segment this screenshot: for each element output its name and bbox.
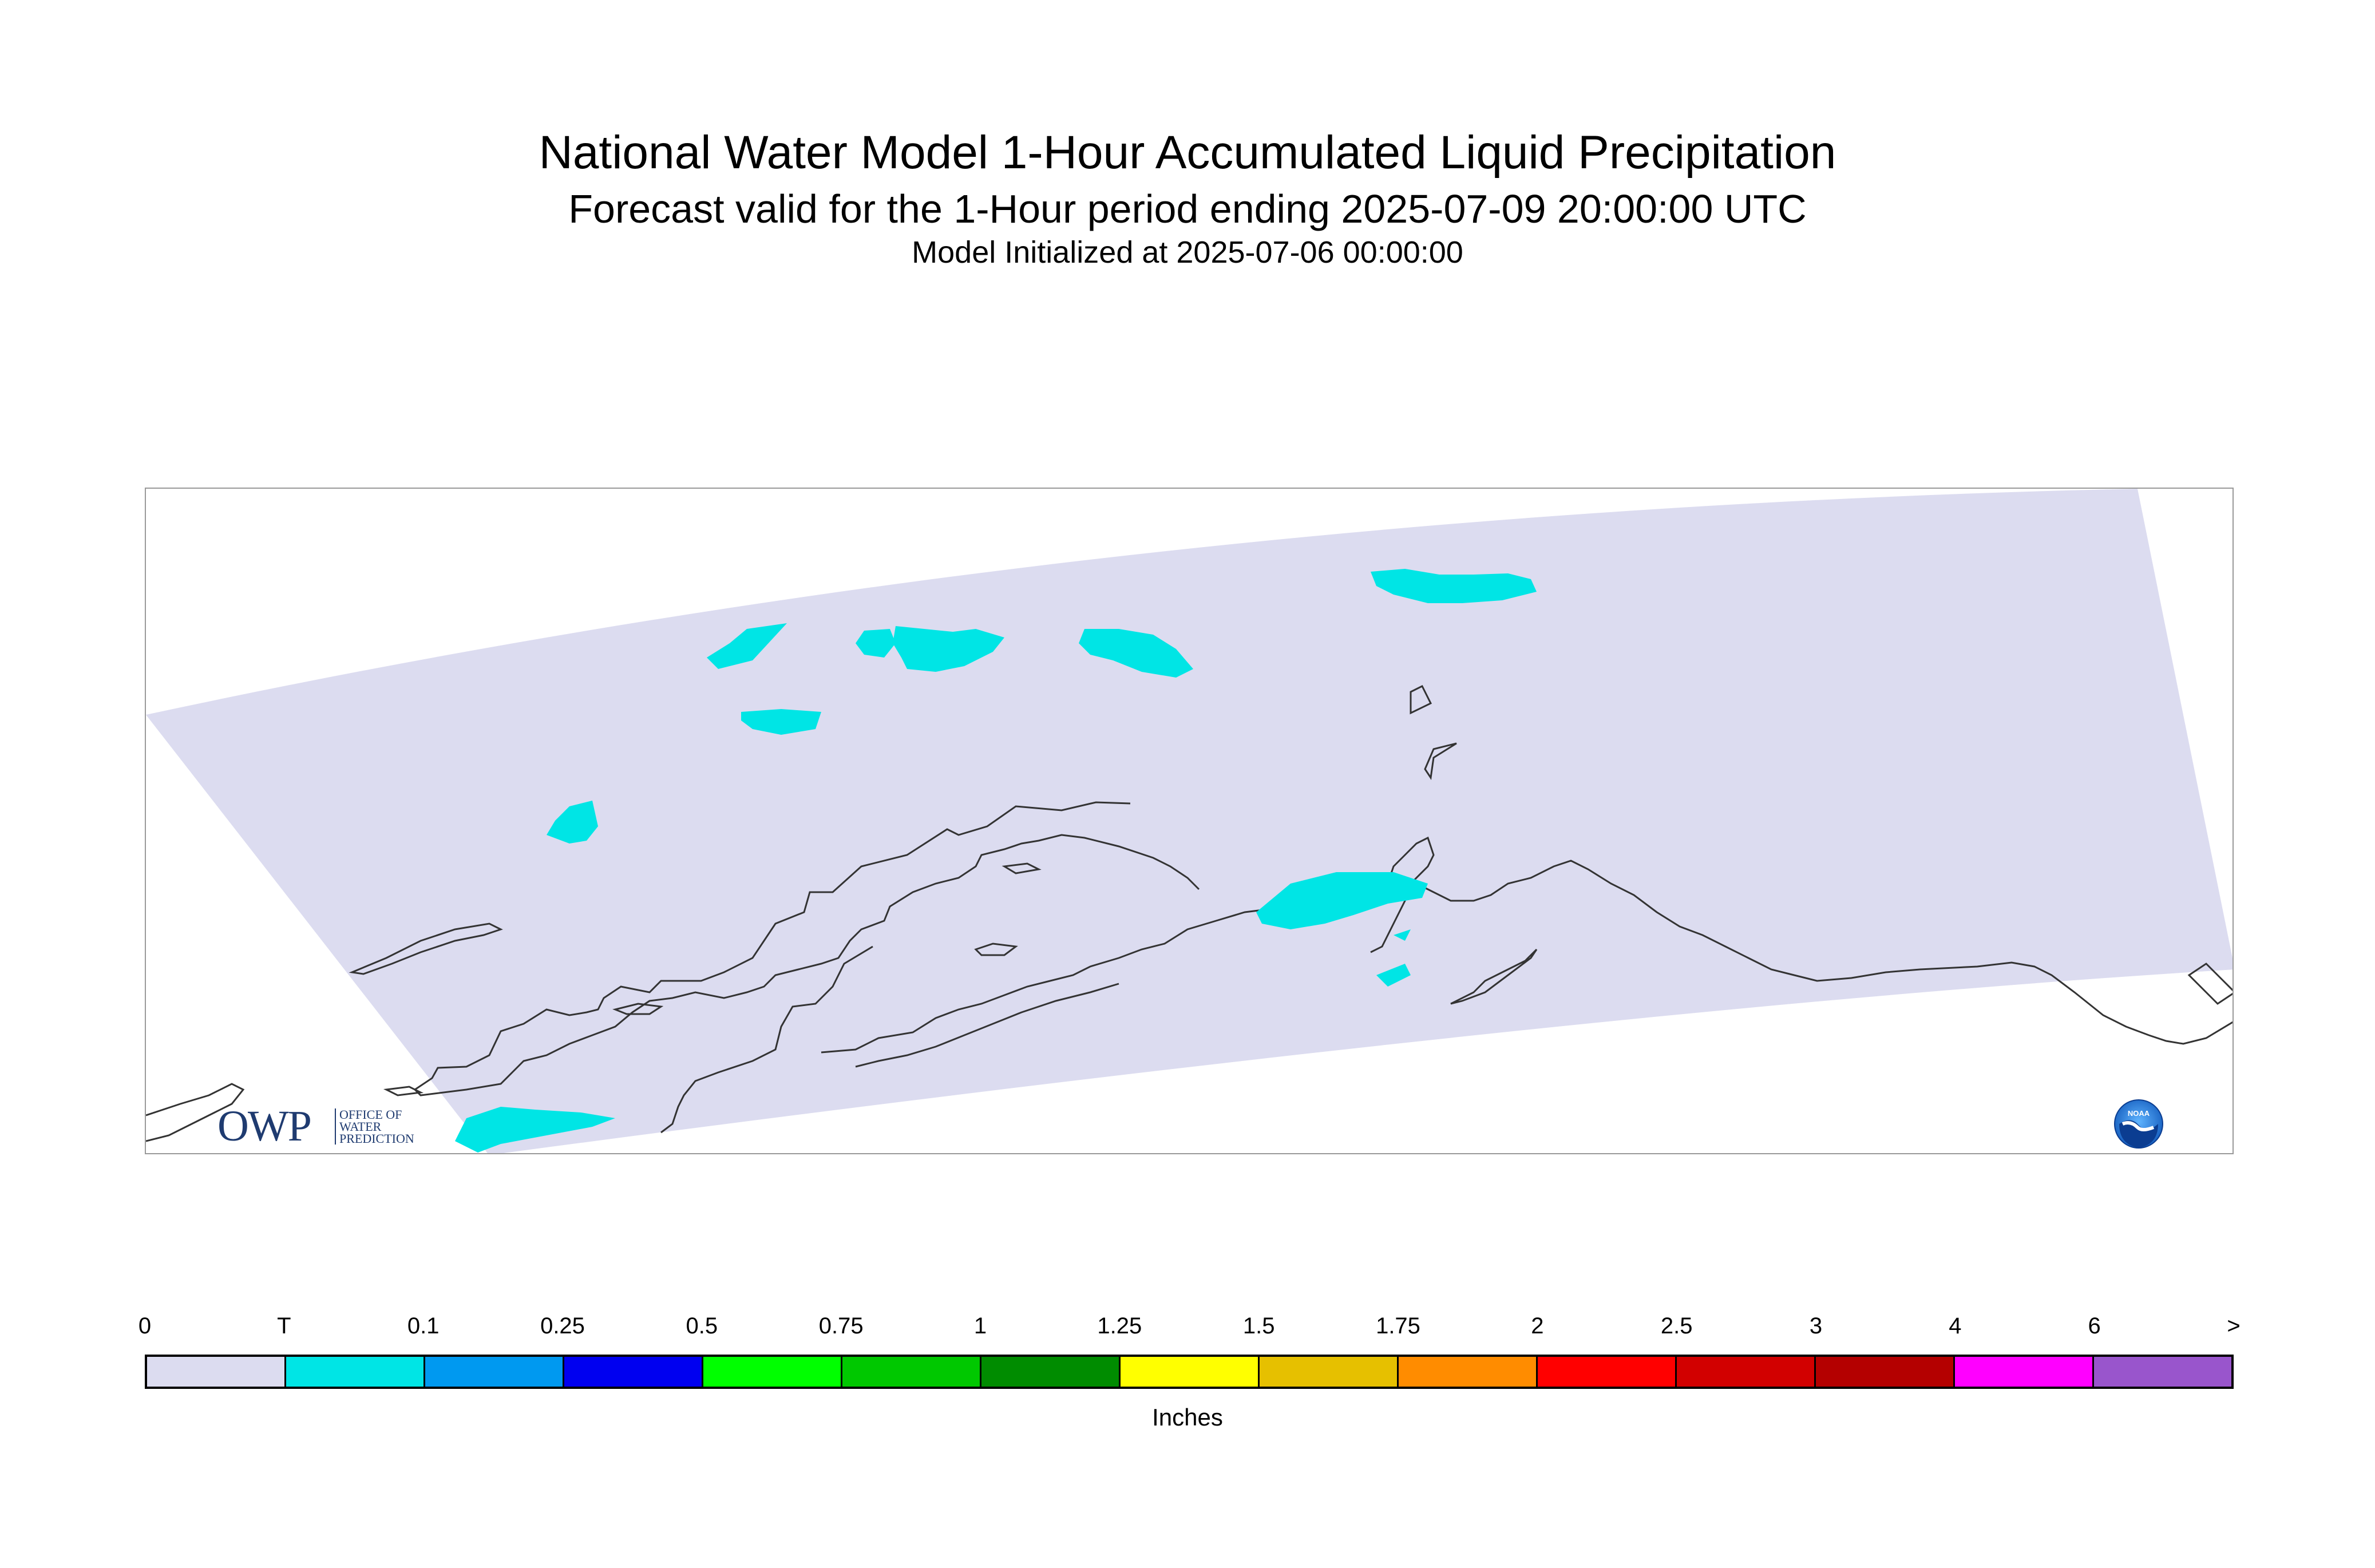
alaska-precip-map <box>146 489 2232 1153</box>
model-init-line: Model Initialized at 2025-07-06 00:00:00 <box>912 235 1463 270</box>
kenai-coast <box>1370 836 1435 953</box>
precip-blob <box>741 709 821 735</box>
nunivak-island <box>974 943 1018 956</box>
legend-swatch <box>842 1357 981 1387</box>
legend-tick-label: 0.1 <box>407 1313 440 1339</box>
st-matthew-island <box>612 1003 664 1015</box>
alaska-interior-coast <box>660 945 873 1134</box>
precip-areas <box>455 569 1537 1153</box>
model-domain <box>146 489 2232 1153</box>
island-north-b <box>1424 742 1457 781</box>
map-panel <box>145 488 2234 1154</box>
legend-tick-label: 1 <box>973 1313 987 1339</box>
precip-blob <box>547 801 598 844</box>
legend-tick-label: T <box>277 1313 291 1339</box>
forecast-valid-subtitle: Forecast valid for the 1-Hour period end… <box>568 187 1807 231</box>
alaska-coastline <box>413 801 1200 1096</box>
noaa-logo: NOAA <box>2114 1099 2163 1149</box>
legend-swatch <box>425 1357 564 1387</box>
aleutian-chain <box>855 983 1119 1068</box>
legend-swatch <box>1816 1357 1955 1387</box>
precip-blob <box>1394 929 1411 941</box>
legend-tick-label: 2 <box>1531 1313 1544 1339</box>
island-small-a <box>1002 862 1042 874</box>
legend-swatch <box>703 1357 842 1387</box>
legend-tick-label: 1.75 <box>1376 1313 1420 1339</box>
chukotka-coast <box>146 1083 245 1142</box>
southeast-panhandle <box>2187 963 2232 1005</box>
legend-swatch <box>286 1357 425 1387</box>
st-lawrence-island <box>349 922 503 975</box>
owp-line-2: WATER <box>339 1119 382 1134</box>
legend-tick-label: 0 <box>138 1313 152 1339</box>
legend-tick-label: 3 <box>1809 1313 1823 1339</box>
legend-swatch <box>1399 1357 1538 1387</box>
southern-coastline <box>821 860 2232 1054</box>
legend-tick-label: 4 <box>1949 1313 1962 1339</box>
legend-swatch <box>1121 1357 1260 1387</box>
legend-tick-label: > <box>2227 1313 2241 1339</box>
owp-logo-mark: OWP <box>217 1102 312 1150</box>
legend-tick-label: 0.75 <box>818 1313 864 1339</box>
precip-blob <box>455 1107 615 1153</box>
legend-swatch <box>564 1357 703 1387</box>
owp-line-3: PREDICTION <box>339 1131 414 1146</box>
legend-tick-label: 6 <box>2088 1313 2101 1339</box>
legend-tick-label: 1.25 <box>1097 1313 1142 1339</box>
owp-line-1: OFFICE OF <box>339 1107 402 1122</box>
legend-tick-label: 2.5 <box>1660 1313 1693 1339</box>
precip-blob <box>856 629 896 658</box>
legend-swatch <box>1260 1357 1399 1387</box>
precip-blob <box>707 623 787 669</box>
legend-tick-label: 0.25 <box>540 1313 585 1339</box>
legend-tick-label: 0.5 <box>686 1313 718 1339</box>
precip-blob <box>893 626 1004 672</box>
legend-swatch <box>147 1357 286 1387</box>
map-title: National Water Model 1-Hour Accumulated … <box>539 126 1836 179</box>
legend-swatch <box>1955 1357 2094 1387</box>
precip-blob <box>1376 964 1411 987</box>
owp-logo-text: OFFICE OF WATER PREDICTION <box>335 1108 414 1145</box>
precip-color-legend <box>145 1355 2234 1389</box>
legend-swatch <box>981 1357 1121 1387</box>
kodiak-island <box>1450 948 1538 1005</box>
island-north-a <box>1410 684 1432 715</box>
precip-blob <box>1371 569 1537 603</box>
noaa-logo-text: NOAA <box>2128 1109 2150 1118</box>
legend-swatch <box>2094 1357 2231 1387</box>
coastlines <box>146 684 2232 1142</box>
precip-blob <box>1079 629 1193 678</box>
legend-swatch <box>1677 1357 1816 1387</box>
precip-blob <box>1256 872 1428 929</box>
legend-tick-label: 1.5 <box>1242 1313 1275 1339</box>
legend-units-label: Inches <box>1152 1404 1223 1431</box>
bering-islet <box>383 1086 424 1096</box>
legend-swatch <box>1538 1357 1677 1387</box>
